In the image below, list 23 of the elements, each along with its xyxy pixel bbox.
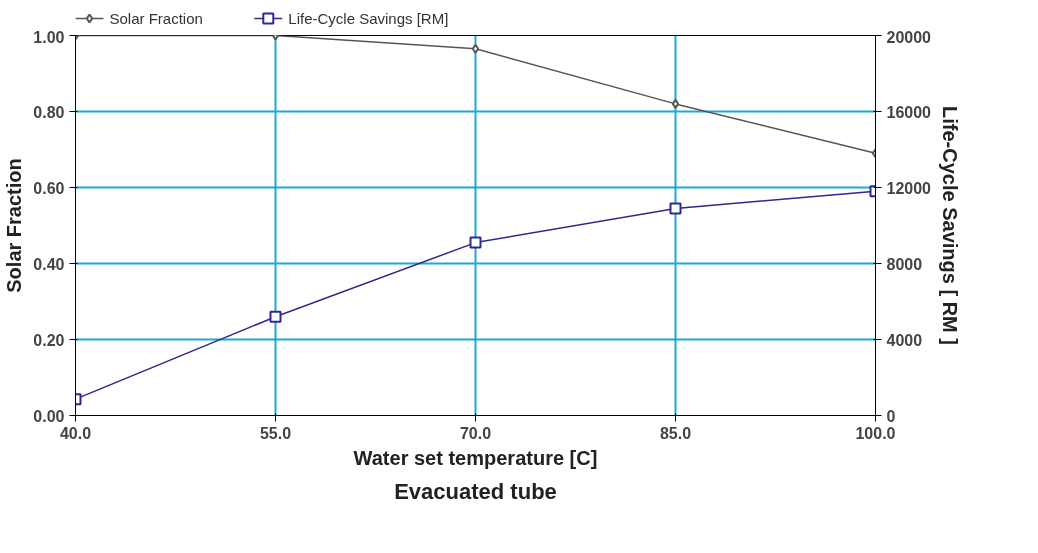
x-tick-label: 40.0 — [59, 424, 92, 442]
y2-axis-title: Life-Cycle Savings [ RM ] — [938, 106, 961, 345]
legend-label: Life-Cycle Savings [RM] — [288, 10, 449, 27]
y2-tick-label: 4000 — [886, 331, 923, 349]
x-tick-label: 85.0 — [659, 424, 692, 442]
y2-tick-label: 20000 — [886, 28, 932, 46]
text: Evacuated tube — [394, 478, 557, 504]
x-tick-label: 100.0 — [855, 424, 896, 442]
y-tick-label: 0.60 — [33, 179, 65, 197]
y2-tick-label: 8000 — [886, 255, 923, 273]
y-tick-label: 0.20 — [33, 331, 65, 349]
y-tick-label: 0.00 — [33, 407, 65, 425]
y2-tick-label: 12000 — [886, 179, 932, 197]
y2-tick-label: 16000 — [886, 103, 932, 121]
legend-label: Solar Fraction — [109, 10, 203, 27]
x-axis-title: Water set temperature [C] — [353, 446, 598, 469]
x-tick-label: 70.0 — [459, 424, 492, 442]
y-tick-label: 1.00 — [33, 28, 65, 46]
x-tick-label: 55.0 — [259, 424, 292, 442]
y-axis-title: Solar Fraction — [3, 158, 26, 293]
y-tick-label: 0.40 — [33, 255, 65, 273]
y-tick-label: 0.80 — [33, 103, 65, 121]
y2-tick-label: 0 — [886, 407, 896, 425]
